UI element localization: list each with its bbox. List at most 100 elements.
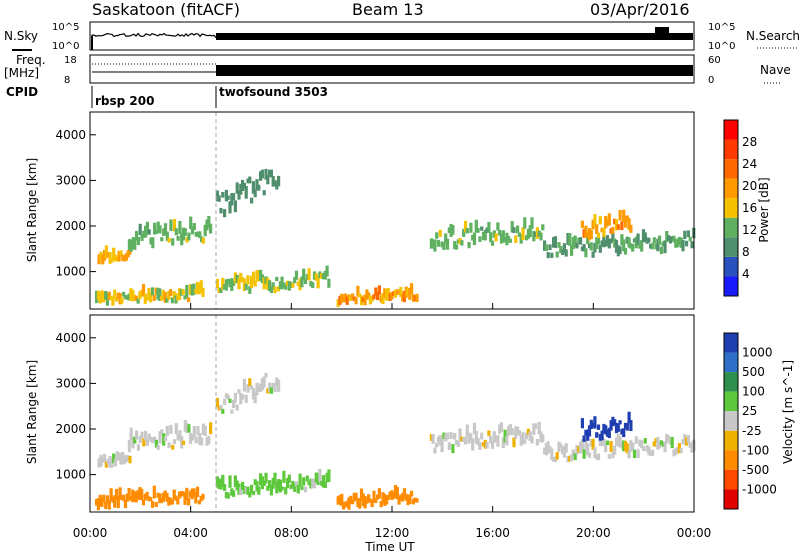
scatter-cell [224,279,228,291]
scatter-cell [242,378,246,392]
scatter-cell [151,237,155,249]
x-tick-label: 00:00 [73,526,108,540]
scatter-cell [221,277,225,290]
scatter-cell [162,433,166,446]
scatter-cell [447,442,451,450]
scatter-cell [402,488,406,499]
scatter-cell [463,220,468,233]
scatter-cell [505,232,509,246]
scatter-cell [180,233,184,246]
scatter-cell [386,288,390,297]
scatter-cell [345,296,349,305]
scatter-cell [246,275,250,285]
scatter-cell [480,432,484,440]
scatter-cell [519,234,523,244]
velocity-y-axis-title: Slant Range [km] [25,360,39,464]
colorbar-swatch [724,450,738,470]
nsearch-tick-bottom: 10^0 [708,41,735,52]
scatter-cell [404,493,408,501]
scatter-cell [196,486,200,497]
scatter-cell [167,291,171,300]
scatter-cell [143,493,147,501]
scatter-cell [541,434,545,443]
scatter-cell [271,282,275,290]
scatter-cell [103,453,107,463]
scatter-cell [251,181,255,194]
scatter-cell [192,425,196,437]
scatter-cell [544,443,548,456]
scatter-cell [686,230,690,238]
scatter-cell [224,189,228,202]
scatter-cell [602,227,606,238]
nsearch-band [216,33,693,40]
scatter-cell [454,244,459,250]
scatter-cell [285,478,290,489]
scatter-cell [321,475,326,488]
scatter-cell [367,494,371,503]
scatter-cell [250,385,254,390]
scatter-cell [507,235,511,241]
scatter-cell [399,494,403,501]
scatter-cell [145,438,149,446]
scatter-cell [145,221,149,235]
scatter-cell [100,290,104,303]
scatter-cell [465,227,469,234]
scatter-cell [490,240,495,246]
scatter-cell [200,437,204,446]
scatter-cell [383,493,387,506]
scatter-cell [622,440,626,452]
x-tick-label: 20:00 [576,526,611,540]
scatter-cell [523,439,527,444]
scatter-cell [271,382,275,388]
nsky-tick-bottom: 10^0 [52,41,79,52]
scatter-cell [241,481,245,490]
colorbar-tick-label: 12 [742,223,757,237]
scatter-cell [140,488,144,501]
scatter-cell [174,423,178,434]
scatter-cell [467,432,471,444]
scatter-cell [119,452,123,465]
scatter-cell [385,495,389,505]
scatter-cell [690,241,694,249]
scatter-cell [447,227,451,233]
scatter-cell [453,241,457,250]
scatter-cell [460,240,464,246]
scatter-cell [150,287,155,296]
scatter-cell [604,216,608,229]
scatter-cell [625,236,629,244]
scatter-cell [136,444,140,451]
scatter-cell [296,281,300,286]
scatter-cell [98,292,102,304]
scatter-cell [672,235,676,243]
scatter-cell [103,249,107,261]
scatter-cell [277,379,281,392]
scatter-cell [604,239,608,247]
scatter-cell [611,416,615,427]
scatter-cell [508,424,512,434]
scatter-cell [259,269,263,281]
scatter-cell [185,285,189,298]
scatter-cell [435,232,439,239]
scatter-cell [180,436,184,449]
scatter-cell [600,227,604,233]
scatter-cell [388,293,392,301]
scatter-cell [239,487,243,496]
scatter-cell [652,441,656,447]
scatter-cell [453,433,457,440]
scatter-cell [429,238,433,249]
nsky-label: N.Sky [4,29,38,43]
scatter-cell [255,179,259,191]
scatter-cell [172,219,177,232]
scatter-cell [298,473,302,486]
x-tick-label: 12:00 [375,526,410,540]
scatter-cell [176,434,180,441]
scatter-cell [526,229,530,239]
scatter-cell [278,479,282,493]
scatter-cell [622,239,626,252]
scatter-cell [228,279,232,288]
scatter-cell [636,449,640,459]
scatter-cell [131,436,135,449]
scatter-cell [312,479,317,489]
scatter-cell [471,234,475,241]
